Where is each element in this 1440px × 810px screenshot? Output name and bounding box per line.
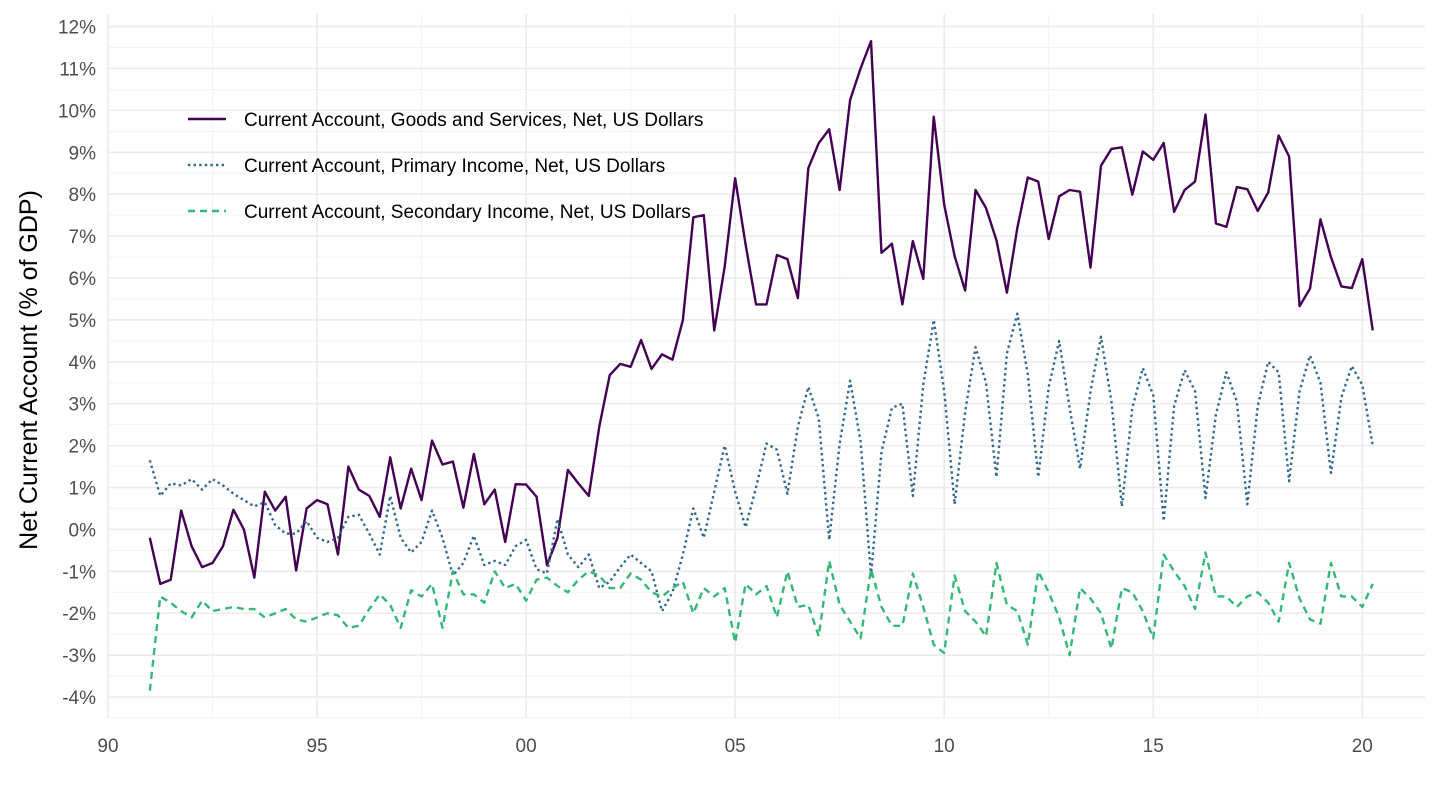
series-line-1 <box>148 40 1374 586</box>
legend-label-1: Current Account, Goods and Services, Net… <box>244 110 703 131</box>
y-tick-label: 9% <box>69 143 97 164</box>
x-tick-label: 90 <box>97 736 118 757</box>
y-axis-title: Net Current Account (% of GDP) <box>15 190 43 550</box>
x-axis-tick-labels: 90 95 00 05 10 15 20 <box>97 736 1372 757</box>
y-tick-label: 0% <box>69 520 97 541</box>
x-tick-label: 05 <box>725 736 746 757</box>
series-line-3 <box>148 551 1374 691</box>
legend-label-2: Current Account, Primary Income, Net, US… <box>244 156 665 177</box>
y-tick-label: -3% <box>62 646 96 667</box>
y-tick-label: 4% <box>69 353 97 374</box>
y-tick-label: 2% <box>69 437 97 458</box>
y-tick-label: 12% <box>58 18 96 39</box>
y-tick-label: 3% <box>69 395 97 416</box>
y-tick-label: 7% <box>69 227 97 248</box>
series-lines <box>148 40 1374 691</box>
y-tick-label: 10% <box>58 101 96 122</box>
series-line-2 <box>148 312 1374 613</box>
x-tick-label: 10 <box>934 736 955 757</box>
x-tick-label: 15 <box>1143 736 1164 757</box>
y-tick-label: 8% <box>69 185 97 206</box>
y-tick-label: -1% <box>62 562 96 583</box>
legend: Current Account, Goods and Services, Net… <box>188 110 703 223</box>
y-axis-tick-labels: -4% -3% -2% -1% 0% 1% 2% 3% 4% 5% 6% 7% 8% 9% 10% 11% 12… <box>58 18 96 709</box>
y-tick-label: 11% <box>59 59 96 80</box>
y-tick-label: -4% <box>62 688 96 709</box>
y-tick-label: -2% <box>62 604 96 625</box>
x-tick-label: 95 <box>306 736 327 757</box>
major-gridlines <box>107 14 1425 718</box>
x-tick-label: 20 <box>1352 736 1373 757</box>
y-tick-label: 1% <box>69 479 97 500</box>
x-tick-label: 00 <box>516 736 537 757</box>
y-tick-label: 5% <box>69 311 97 332</box>
y-tick-label: 6% <box>69 269 97 290</box>
legend-label-3: Current Account, Secondary Income, Net, … <box>244 202 691 223</box>
